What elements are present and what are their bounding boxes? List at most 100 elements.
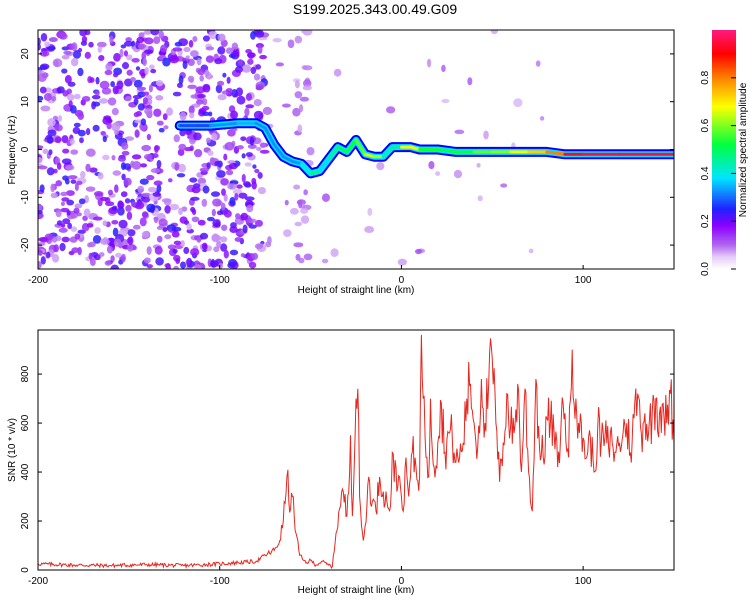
noise-speck	[476, 162, 481, 168]
noise-speck	[428, 161, 435, 170]
ridge-segment	[345, 138, 358, 154]
noise-speck	[102, 135, 107, 143]
noise-speck	[38, 73, 47, 82]
noise-speck	[206, 162, 211, 170]
colorbar-tick-label: 0.8	[700, 70, 711, 84]
noise-speck	[123, 50, 128, 57]
noise-speck	[150, 168, 161, 174]
noise-speck	[40, 256, 46, 265]
ridge-segment	[254, 121, 267, 130]
noise-speck	[58, 227, 68, 233]
spectrogram-y-tick-label: 20	[20, 48, 31, 60]
noise-speck	[367, 207, 373, 216]
ridge-segment	[281, 155, 294, 163]
noise-speck	[453, 169, 463, 179]
noise-speck	[467, 77, 473, 86]
noise-speck	[179, 129, 186, 137]
noise-speck	[302, 79, 312, 88]
noise-speck	[119, 48, 124, 58]
ridge-segment	[354, 138, 367, 156]
noise-speck	[201, 198, 208, 207]
noise-speck	[38, 261, 42, 269]
noise-speck	[109, 35, 114, 44]
noise-speck	[302, 85, 312, 91]
noise-speck	[190, 196, 200, 201]
noise-speck	[86, 223, 94, 228]
noise-speck	[199, 232, 209, 240]
noise-speck	[289, 207, 299, 215]
noise-speck	[191, 216, 200, 223]
noise-speck	[143, 257, 151, 264]
noise-speck	[61, 158, 72, 165]
noise-speck	[190, 248, 200, 257]
noise-speck	[207, 150, 214, 156]
spectrogram-x-tick-label: -200	[28, 275, 48, 286]
noise-speck	[153, 180, 163, 186]
noise-speck	[294, 80, 300, 89]
noise-speck	[130, 76, 136, 82]
noise-speck	[131, 154, 142, 160]
noise-speck	[195, 99, 204, 105]
noise-speck	[126, 54, 133, 61]
noise-speck	[376, 162, 385, 171]
noise-speck	[237, 59, 243, 66]
noise-speck	[39, 50, 50, 57]
noise-speck	[71, 42, 78, 52]
noise-speck	[131, 57, 140, 63]
spectrogram-y-tick-label: 10	[20, 96, 31, 108]
noise-speck	[197, 68, 205, 76]
noise-speck	[161, 198, 172, 203]
noise-speck	[60, 191, 68, 197]
noise-speck	[69, 105, 77, 114]
noise-speck	[88, 252, 93, 260]
noise-speck	[139, 217, 147, 227]
noise-speck	[202, 35, 210, 42]
noise-speck	[158, 218, 168, 227]
noise-speck	[178, 207, 183, 216]
ridge-segment	[327, 145, 340, 161]
noise-speck	[135, 66, 141, 71]
noise-speck	[146, 133, 152, 141]
noise-speck	[62, 148, 70, 154]
noise-speck	[45, 251, 51, 259]
snr-x-tick-label: -200	[28, 576, 48, 587]
noise-speck	[190, 94, 198, 99]
noise-speck	[217, 33, 226, 42]
noise-speck	[42, 148, 49, 155]
spectrogram-y-tick-label: 0	[20, 146, 31, 152]
noise-speck	[133, 79, 143, 88]
noise-speck	[246, 52, 256, 58]
noise-speck	[111, 154, 116, 161]
noise-speck	[38, 95, 44, 102]
noise-speck	[234, 92, 239, 98]
noise-speck	[298, 257, 305, 264]
noise-speck	[66, 210, 71, 216]
noise-speck	[386, 106, 396, 114]
noise-speck	[166, 107, 174, 116]
noise-speck	[204, 69, 210, 77]
noise-speck	[61, 54, 70, 60]
noise-speck	[126, 211, 133, 221]
noise-speck	[193, 264, 202, 269]
noise-speck	[85, 128, 91, 136]
noise-speck	[477, 195, 483, 202]
noise-speck	[96, 254, 101, 260]
noise-speck	[247, 58, 254, 65]
noise-speck	[262, 106, 273, 115]
noise-speck	[483, 130, 489, 140]
noise-speck	[209, 157, 215, 166]
noise-speck	[244, 107, 250, 117]
noise-speck	[114, 184, 119, 193]
noise-speck	[155, 95, 164, 101]
noise-speck	[275, 62, 285, 67]
noise-speck	[236, 145, 244, 150]
ridge-segment	[272, 143, 285, 159]
noise-speck	[78, 47, 83, 53]
noise-speck	[272, 37, 282, 43]
noise-speck	[147, 186, 157, 193]
noise-speck	[172, 47, 183, 52]
noise-speck	[234, 193, 239, 201]
noise-speck	[82, 215, 88, 221]
noise-speck	[225, 47, 233, 54]
